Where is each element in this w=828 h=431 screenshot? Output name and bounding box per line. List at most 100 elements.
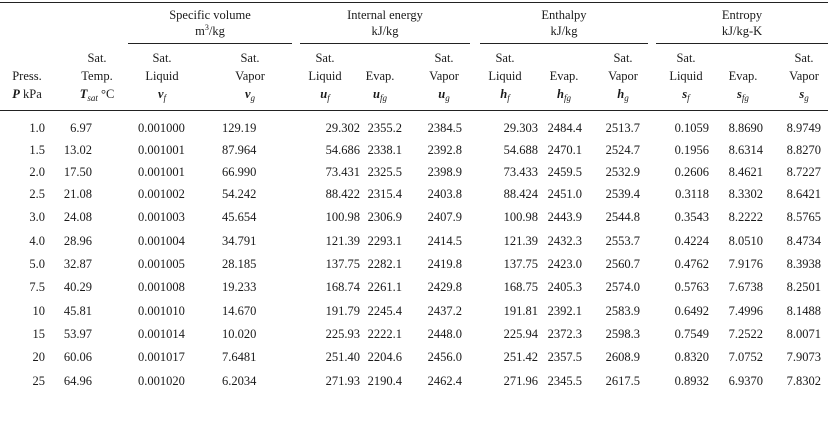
cell-temp: 6.97 xyxy=(70,121,92,135)
cell-vf: 0.001017 xyxy=(138,350,185,364)
cell-ug: 2437.2 xyxy=(427,304,462,318)
column-header-press: Press. P kPa xyxy=(0,49,67,103)
cell-sfg: 8.0510 xyxy=(728,234,763,248)
table-row: 5.0 32.87 0.001005 28.185 137.75 2282.1 2419.8… xyxy=(0,254,828,274)
cell-vf: 0.001000 xyxy=(138,121,185,135)
cell-hfg: 2345.5 xyxy=(547,374,582,388)
cell-ug: 2414.5 xyxy=(427,234,462,248)
cell-sf: 0.1956 xyxy=(674,143,709,157)
cell-sg: 8.4734 xyxy=(786,234,821,248)
cell-ug: 2407.9 xyxy=(427,210,462,224)
group-title: Internal energy xyxy=(347,8,423,22)
column-header-hf: Sat. Liquid hf xyxy=(465,49,545,107)
cell-hg: 2583.9 xyxy=(605,304,640,318)
cell-sfg: 8.2222 xyxy=(728,210,763,224)
cell-ufg: 2293.1 xyxy=(367,234,402,248)
column-header-line2: Vapor xyxy=(235,69,265,83)
cell-hg: 2598.3 xyxy=(605,327,640,341)
column-header-line2: Evap. xyxy=(365,69,395,83)
cell-hf: 121.39 xyxy=(503,234,538,248)
cell-uf: 73.431 xyxy=(325,165,360,179)
cell-sg: 7.9073 xyxy=(786,350,821,364)
cell-temp: 32.87 xyxy=(63,257,92,271)
cell-vg: 14.670 xyxy=(222,304,257,318)
column-header-line2: Vapor xyxy=(608,69,638,83)
cell-ug: 2448.0 xyxy=(427,327,462,341)
table-top-rule xyxy=(0,2,828,3)
cell-temp: 45.81 xyxy=(63,304,92,318)
column-header-symbol: vf xyxy=(157,87,167,103)
cell-hg: 2617.5 xyxy=(605,374,640,388)
cell-sg: 7.8302 xyxy=(786,374,821,388)
cell-hg: 2574.0 xyxy=(605,280,640,294)
cell-sf: 0.5763 xyxy=(674,280,709,294)
cell-hf: 191.81 xyxy=(503,304,538,318)
cell-hf: 29.303 xyxy=(503,121,538,135)
cell-hfg: 2459.5 xyxy=(547,165,582,179)
column-header-ufg: Evap. ufg xyxy=(340,49,420,107)
cell-temp: 17.50 xyxy=(63,165,92,179)
cell-sg: 8.2501 xyxy=(786,280,821,294)
cell-hfg: 2357.5 xyxy=(547,350,582,364)
cell-press: 1.5 xyxy=(29,143,45,157)
cell-sf: 0.8932 xyxy=(674,374,709,388)
cell-sf: 0.7549 xyxy=(674,327,709,341)
cell-vg: 7.6481 xyxy=(222,350,257,364)
cell-ug: 2456.0 xyxy=(427,350,462,364)
cell-sfg: 7.9176 xyxy=(728,257,763,271)
cell-sg: 8.0071 xyxy=(786,327,821,341)
cell-press: 7.5 xyxy=(29,280,45,294)
cell-sf: 0.8320 xyxy=(674,350,709,364)
cell-ug: 2398.9 xyxy=(427,165,462,179)
cell-press: 4.0 xyxy=(29,234,45,248)
cell-uf: 225.93 xyxy=(325,327,360,341)
cell-sfg: 8.4621 xyxy=(728,165,763,179)
cell-vg: 129.19 xyxy=(222,121,257,135)
cell-temp: 60.06 xyxy=(63,350,92,364)
column-header-line2: Liquid xyxy=(669,69,703,83)
cell-uf: 29.302 xyxy=(325,121,360,135)
cell-temp: 28.96 xyxy=(63,234,92,248)
cell-temp: 64.96 xyxy=(63,374,92,388)
column-header-temp: Sat. Temp. Tsat °C xyxy=(57,49,137,107)
table-row: 2.5 21.08 0.001002 54.242 88.422 2315.4 2403.8… xyxy=(0,184,828,204)
group-header-enthalpy: Enthalpy kJ/kg xyxy=(480,7,648,39)
cell-hg: 2608.9 xyxy=(605,350,640,364)
cell-sfg: 6.9370 xyxy=(728,374,763,388)
column-header-symbol: Tsat °C xyxy=(79,87,115,103)
cell-hg: 2539.4 xyxy=(605,187,640,201)
column-header-symbol: uf xyxy=(320,87,330,103)
group-rule-internal-energy xyxy=(300,43,470,44)
cell-ug: 2419.8 xyxy=(427,257,462,271)
column-header-symbol: hf xyxy=(500,87,510,103)
cell-hg: 2553.7 xyxy=(605,234,640,248)
group-header-specific-volume: Specific volume m3/kg xyxy=(128,7,292,39)
cell-hg: 2560.7 xyxy=(605,257,640,271)
table-row: 10 45.81 0.001010 14.670 191.79 2245.4 2437.2 1… xyxy=(0,301,828,321)
cell-hg: 2532.9 xyxy=(605,165,640,179)
cell-sfg: 8.3302 xyxy=(728,187,763,201)
cell-temp: 24.08 xyxy=(63,210,92,224)
cell-vf: 0.001002 xyxy=(138,187,185,201)
cell-press: 10 xyxy=(32,304,46,318)
column-header-line1: Sat. xyxy=(87,51,107,65)
cell-hf: 168.75 xyxy=(503,280,538,294)
column-header-symbol: P kPa xyxy=(12,87,42,101)
column-header-line2: Liquid xyxy=(145,69,179,83)
cell-ufg: 2190.4 xyxy=(367,374,402,388)
cell-sg: 8.9749 xyxy=(786,121,821,135)
cell-hf: 271.96 xyxy=(503,374,538,388)
cell-vf: 0.001008 xyxy=(138,280,185,294)
cell-uf: 251.40 xyxy=(325,350,360,364)
column-header-line1: Sat. xyxy=(676,51,696,65)
cell-vg: 28.185 xyxy=(222,257,257,271)
column-header-symbol: sf xyxy=(682,87,690,103)
cell-vg: 6.2034 xyxy=(222,374,257,388)
cell-ug: 2429.8 xyxy=(427,280,462,294)
cell-ufg: 2204.6 xyxy=(367,350,402,364)
cell-hfg: 2372.3 xyxy=(547,327,582,341)
cell-hfg: 2405.3 xyxy=(547,280,582,294)
column-header-line1: Sat. xyxy=(152,51,172,65)
table-row: 3.0 24.08 0.001003 45.654 100.98 2306.9 2407.9… xyxy=(0,207,828,227)
cell-hg: 2544.8 xyxy=(605,210,640,224)
